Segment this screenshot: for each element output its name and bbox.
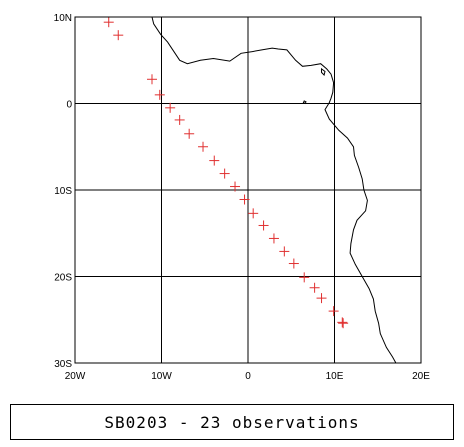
observation-marker [299,272,310,283]
observation-marker [103,17,114,28]
observation-marker [288,258,299,269]
coastline [151,16,397,364]
observation-marker [174,114,185,125]
observation-marker [184,128,195,139]
y-tick-label: 10S [54,186,72,197]
observation-marker [279,246,290,257]
observation-markers [103,17,349,329]
observation-marker [219,168,230,179]
x-tick-labels: 20W 10W 0 10E 20E [65,371,431,382]
y-tick-label: 0 [66,100,72,111]
observation-marker [230,181,241,192]
caption-box: SB0203 - 23 observations [10,404,454,440]
observation-marker [268,233,279,244]
observation-marker [258,220,269,231]
caption-text: SB0203 - 23 observations [104,413,360,432]
observation-marker [239,194,250,205]
observation-marker [248,208,259,219]
x-tick-label: 20E [412,371,430,382]
observation-marker [328,306,339,317]
island-outline [321,67,326,76]
y-tick-label: 10N [54,13,72,24]
gridlines [74,16,422,364]
x-tick-label: 20W [65,371,86,382]
x-tick-label: 10E [326,371,344,382]
observation-marker [154,89,165,100]
observation-marker [146,74,157,85]
observation-marker [113,30,124,41]
observation-marker [209,155,220,166]
coastline-path [151,16,397,364]
observation-marker [309,282,320,293]
observation-marker [337,317,348,328]
island-outline [302,100,307,105]
map-frame [74,16,422,364]
y-tick-label: 20S [54,273,72,284]
x-tick-label: 10W [151,371,172,382]
x-tick-label: 0 [245,371,251,382]
observation-marker [165,102,176,113]
observation-marker [198,141,209,152]
y-tick-labels: 10N 0 10S 20S 30S [54,13,73,370]
observation-marker [316,293,327,304]
observation-marker [338,318,349,329]
y-tick-label: 30S [54,359,72,370]
islands [302,67,326,105]
